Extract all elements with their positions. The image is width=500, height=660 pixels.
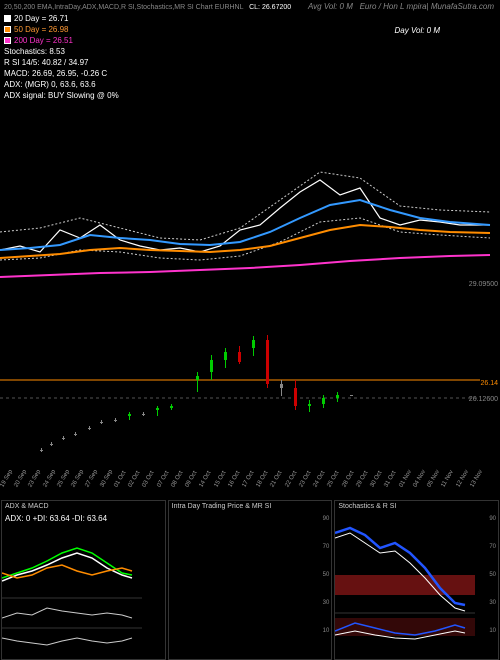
rsi-label: R SI 14/5: 40.82 / 34.97 bbox=[4, 57, 496, 68]
ema20-legend-icon bbox=[4, 15, 11, 22]
chart-title: 20,50,200 EMA,IntraDay,ADX,MACD,R SI,Sto… bbox=[4, 4, 243, 11]
stochastics-panel: Stochastics & R SI 9070503010 bbox=[334, 500, 499, 660]
adx-label: ADX: (MGR) 0, 63.6, 63.6 bbox=[4, 79, 496, 90]
macd-label: MACD: 26.69, 26.95, -0.26 C bbox=[4, 68, 496, 79]
chart-header: 20,50,200 EMA,IntraDay,ADX,MACD,R SI,Sto… bbox=[4, 2, 496, 101]
cl-label: CL: bbox=[249, 4, 260, 11]
candle-panel: 26.14 26.12600 19 Sep20 Sep23 Sep24 Sep2… bbox=[0, 290, 500, 490]
intraday-title: Intra Day Trading Price & MR SI bbox=[169, 501, 332, 512]
hline1-label: 26.14 bbox=[480, 380, 498, 387]
candle-chart bbox=[0, 290, 500, 490]
intraday-scale: 9070503010 bbox=[311, 501, 329, 659]
ema50-label: 50 Day = 26.98 bbox=[14, 25, 68, 34]
stoch-scale: 9070503010 bbox=[478, 501, 496, 659]
date-axis: 19 Sep20 Sep23 Sep24 Sep25 Sep26 Sep27 S… bbox=[0, 484, 480, 490]
stoch-title: Stochastics & R SI bbox=[335, 501, 498, 512]
adx-title: ADX & MACD bbox=[2, 501, 165, 512]
hline2-label: 26.12600 bbox=[469, 396, 498, 403]
stoch-chart bbox=[335, 513, 475, 648]
adx-chart bbox=[2, 523, 142, 658]
stoch-label: Stochastics: 8.53 bbox=[4, 46, 496, 57]
ema200-label: 200 Day = 26.51 bbox=[14, 36, 73, 45]
ema50-legend-icon bbox=[4, 26, 11, 33]
indicator-panels: ADX & MACD ADX: 0 +DI: 63.64 -DI: 63.64 … bbox=[0, 500, 500, 660]
y-axis-label: 29.09500 bbox=[469, 281, 498, 288]
ema20-label: 20 Day = 26.71 bbox=[14, 14, 68, 23]
adx-signal-label: ADX signal: BUY Slowing @ 0% bbox=[4, 90, 496, 101]
ema-price-panel: 20,50,200 EMA,IntraDay,ADX,MACD,R SI,Sto… bbox=[0, 0, 500, 290]
intraday-panel: Intra Day Trading Price & MR SI 90705030… bbox=[168, 500, 333, 660]
ema200-legend-icon bbox=[4, 37, 11, 44]
adx-macd-panel: ADX & MACD ADX: 0 +DI: 63.64 -DI: 63.64 bbox=[1, 500, 166, 660]
cl-value: 26.67200 bbox=[262, 4, 291, 11]
